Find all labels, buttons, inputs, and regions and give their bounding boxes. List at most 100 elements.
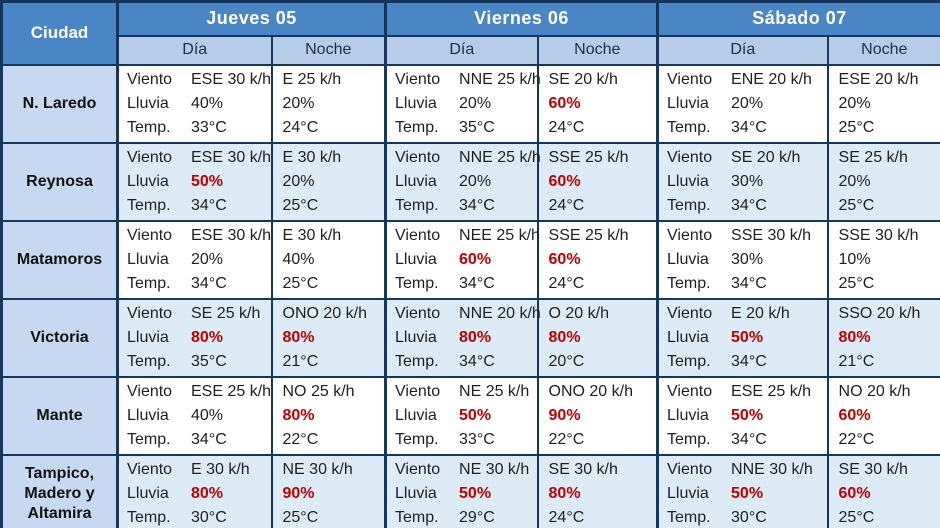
lluvia-line: Lluvia 40% xyxy=(127,92,269,116)
temp-label: Temp. xyxy=(667,508,711,526)
forecast-cell-noche: SE 20 k/h 60% 24°C xyxy=(536,63,659,144)
viento-label: Viento xyxy=(127,382,173,400)
lluvia-label: Lluvia xyxy=(127,172,169,190)
city-cell: Reynosa xyxy=(0,141,119,222)
day-header-viernes: Viernes 06 xyxy=(384,0,659,37)
forecast-cell-dia: Viento ESE 25 k/h Lluvia 40% Temp. 34°C xyxy=(116,375,273,456)
forecast-cell-noche: SE 30 k/h 80% 24°C xyxy=(536,453,659,528)
temp-line: Temp. 34°C xyxy=(667,194,825,218)
lluvia-value: 80% xyxy=(191,328,224,346)
lluvia-line: Lluvia 50% xyxy=(667,482,825,506)
subheader-row: Día Noche Día Noche Día Noche xyxy=(2,34,940,66)
lluvia-value: 80% xyxy=(838,328,871,346)
lluvia-label: Lluvia xyxy=(667,250,709,268)
temp-label: Temp. xyxy=(395,274,439,292)
forecast-cell-dia: Viento SE 25 k/h Lluvia 80% Temp. 35°C xyxy=(116,297,273,378)
forecast-cell-noche: NO 20 k/h 60% 22°C xyxy=(826,375,940,456)
temp-line: Temp. 34°C xyxy=(127,428,269,452)
lluvia-value: 80% xyxy=(548,484,581,502)
subheader-dia: Día xyxy=(116,34,273,66)
lluvia-value: 50% xyxy=(459,484,492,502)
subheader-dia: Día xyxy=(384,34,539,66)
viento-line: E 30 k/h xyxy=(283,146,383,170)
temp-value: 25°C xyxy=(282,508,319,526)
temp-line: Temp. 34°C xyxy=(395,194,535,218)
lluvia-value: 20% xyxy=(191,250,224,268)
lluvia-line: Lluvia 60% xyxy=(395,248,535,272)
table-row: Victoria Viento SE 25 k/h Lluvia 80% Temp. 35°… xyxy=(0,297,940,378)
viento-value: ESE 30 k/h xyxy=(191,226,272,244)
forecast-cell-noche: ONO 20 k/h 80% 21°C xyxy=(270,297,387,378)
viento-line: ESE 20 k/h xyxy=(839,68,939,92)
viento-label: Viento xyxy=(127,70,173,88)
forecast-cell-dia: Viento NNE 25 k/h Lluvia 20% Temp. 35°C xyxy=(384,63,541,144)
viento-line: Viento E 30 k/h xyxy=(127,458,269,482)
lluvia-value: 30% xyxy=(731,250,764,268)
forecast-cell-noche: ESE 20 k/h 20% 25°C xyxy=(826,63,940,144)
temp-value: 25°C xyxy=(282,196,319,214)
temp-value: 34°C xyxy=(731,352,767,370)
viento-label: Viento xyxy=(667,460,713,478)
viento-label: Viento xyxy=(395,148,441,166)
viento-label: Viento xyxy=(127,304,173,322)
table-row: N. Laredo Viento ESE 30 k/h Lluvia 40% Temp. 3… xyxy=(0,63,940,144)
lluvia-line: Lluvia 50% xyxy=(667,404,825,428)
viento-line: NO 25 k/h xyxy=(283,380,383,404)
temp-value: 34°C xyxy=(459,274,495,292)
city-cell: Victoria xyxy=(0,297,119,378)
viento-value: SE 20 k/h xyxy=(548,70,618,88)
viento-line: Viento ESE 30 k/h xyxy=(127,68,271,92)
lluvia-line: Lluvia 20% xyxy=(395,170,535,194)
lluvia-label: Lluvia xyxy=(127,406,169,424)
temp-line: 25°C xyxy=(839,506,939,528)
lluvia-value: 20% xyxy=(282,94,315,112)
temp-line: Temp. 34°C xyxy=(395,350,535,374)
temp-value: 34°C xyxy=(731,430,767,448)
city-cell: N. Laredo xyxy=(0,63,119,144)
viento-line: NO 20 k/h xyxy=(839,380,939,404)
viento-label: Viento xyxy=(667,304,713,322)
lluvia-line: 90% xyxy=(283,482,383,506)
temp-label: Temp. xyxy=(395,118,439,136)
city-column-header: Ciudad xyxy=(0,0,119,66)
viento-line: E 25 k/h xyxy=(283,68,383,92)
viento-value: NNE 25 k/h xyxy=(459,70,541,88)
temp-line: Temp. 34°C xyxy=(667,350,825,374)
temp-value: 25°C xyxy=(282,274,319,292)
viento-line: ONO 20 k/h xyxy=(283,302,383,326)
temp-line: Temp. 30°C xyxy=(667,506,825,528)
lluvia-line: 40% xyxy=(283,248,383,272)
lluvia-value: 60% xyxy=(548,172,581,190)
viento-value: NE 30 k/h xyxy=(459,460,530,478)
temp-line: Temp. 34°C xyxy=(395,272,535,296)
viento-label: Viento xyxy=(667,70,713,88)
temp-label: Temp. xyxy=(127,430,171,448)
viento-line: O 20 k/h xyxy=(549,302,655,326)
temp-line: 24°C xyxy=(283,116,383,140)
lluvia-line: Lluvia 20% xyxy=(667,92,825,116)
viento-value: ONO 20 k/h xyxy=(548,382,633,400)
viento-line: Viento ESE 25 k/h xyxy=(667,380,825,404)
viento-label: Viento xyxy=(667,148,713,166)
viento-value: ESE 30 k/h xyxy=(191,148,272,166)
forecast-cell-noche: E 25 k/h 20% 24°C xyxy=(270,63,387,144)
temp-label: Temp. xyxy=(127,274,171,292)
day-header-sabado: Sábado 07 xyxy=(656,0,940,37)
forecast-cell-dia: Viento ESE 30 k/h Lluvia 20% Temp. 34°C xyxy=(116,219,273,300)
table-row: Reynosa Viento ESE 30 k/h Lluvia 50% Temp. 34°… xyxy=(0,141,940,222)
forecast-cell-dia: Viento NEE 25 k/h Lluvia 60% Temp. 34°C xyxy=(384,219,540,300)
lluvia-value: 10% xyxy=(838,250,871,268)
lluvia-label: Lluvia xyxy=(395,94,437,112)
city-cell: Tampico, Madero y Altamira xyxy=(0,453,119,528)
forecast-cell-noche: SE 30 k/h 60% 25°C xyxy=(826,453,940,528)
day-header-jueves: Jueves 05 xyxy=(115,0,387,37)
subheader-noche: Noche xyxy=(270,34,387,66)
lluvia-value: 50% xyxy=(191,172,224,190)
temp-value: 34°C xyxy=(191,196,227,214)
temp-line: 25°C xyxy=(839,194,939,218)
lluvia-line: 60% xyxy=(549,170,655,194)
lluvia-label: Lluvia xyxy=(667,406,709,424)
lluvia-value: 20% xyxy=(282,172,315,190)
temp-label: Temp. xyxy=(667,196,711,214)
